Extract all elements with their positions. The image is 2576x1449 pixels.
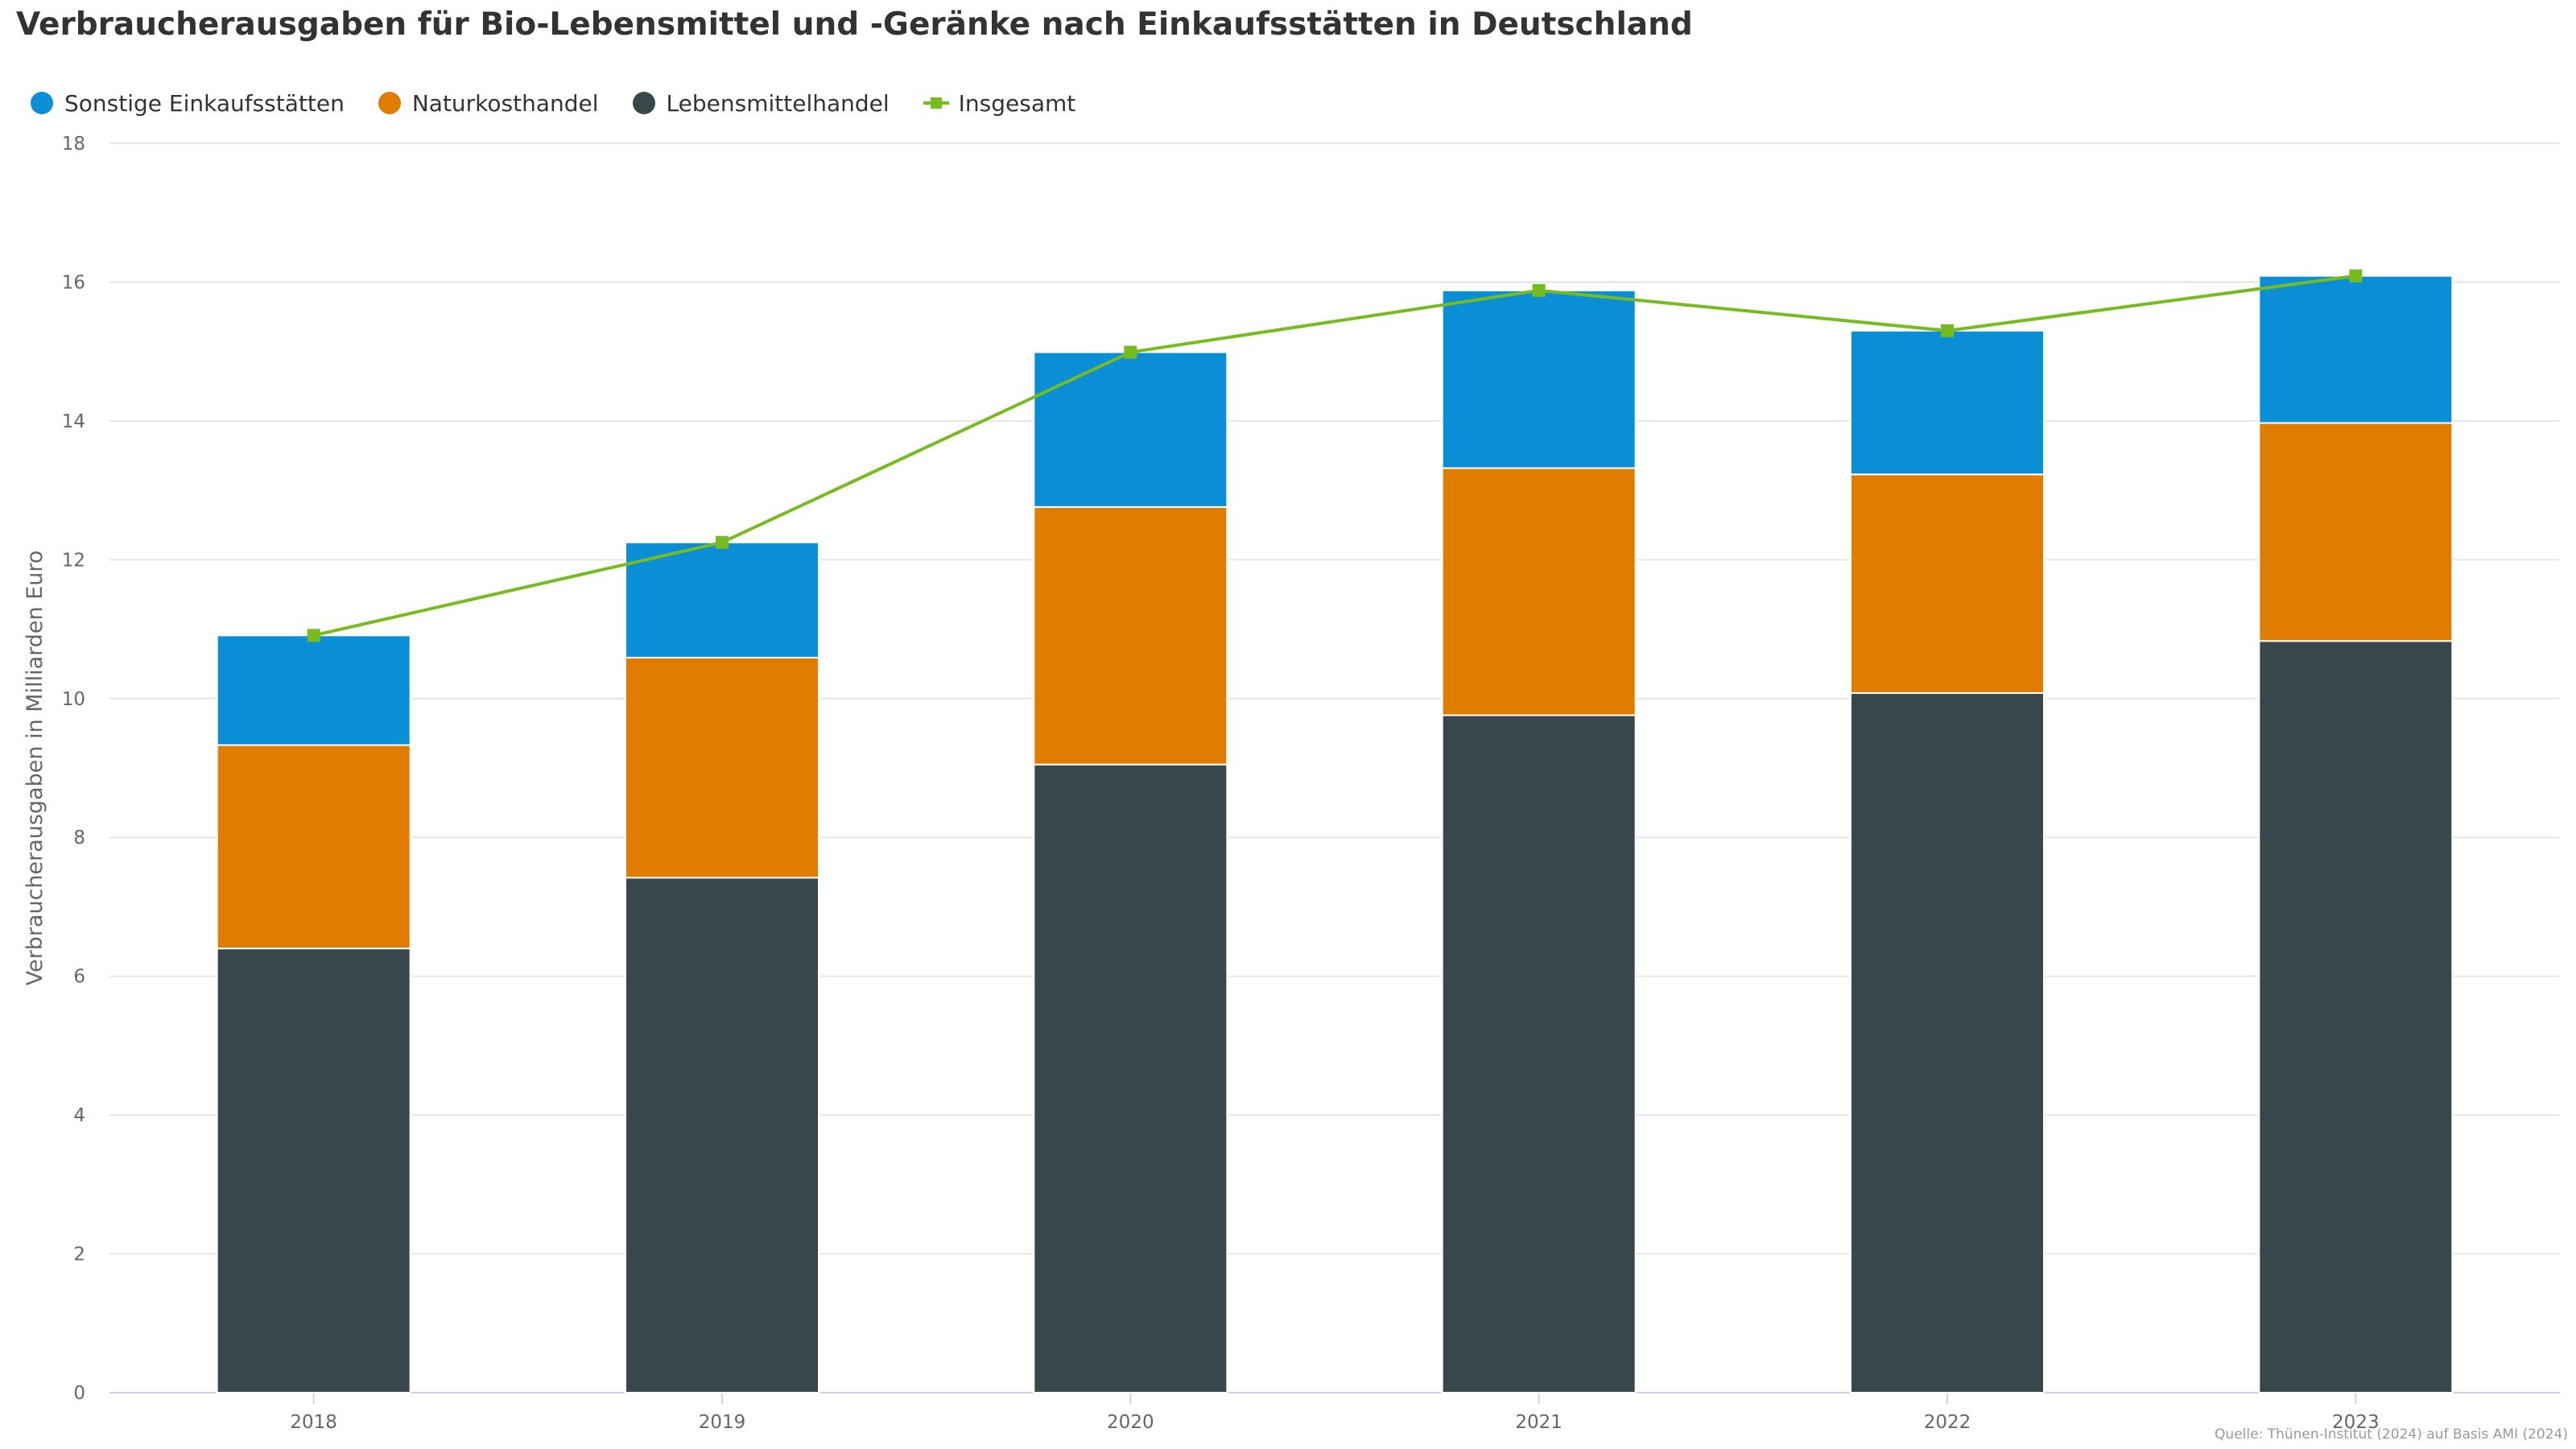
bar-segment (1850, 329, 2045, 476)
total-point (1532, 283, 1546, 297)
bar-segment (1033, 763, 1228, 1393)
x-tick-label: 2022 (1924, 1412, 1971, 1433)
total-point (1124, 345, 1137, 359)
bar-segment (216, 947, 411, 1393)
x-tick-label: 2018 (290, 1412, 337, 1433)
x-tick-label: 2020 (1107, 1412, 1154, 1433)
total-point (2349, 269, 2363, 283)
y-tick-label: 12 (62, 550, 85, 571)
y-tick-label: 4 (73, 1105, 85, 1126)
y-tick-label: 0 (73, 1383, 85, 1404)
bar-segment (625, 656, 819, 879)
bar-segment (625, 877, 819, 1393)
bar-segment (2258, 422, 2454, 642)
bar-segment (216, 634, 411, 746)
y-tick-label: 2 (73, 1245, 85, 1265)
x-tick-label: 2019 (699, 1412, 746, 1433)
bar-segment (1850, 691, 2045, 1393)
bar-segment (1033, 506, 1228, 766)
legend-item-naturkost[interactable]: Naturkosthandel (378, 90, 599, 117)
y-axis-title: Verbraucherausgaben in Milliarden Euro (23, 551, 47, 986)
y-tick-label: 6 (73, 967, 85, 988)
legend-label: Sonstige Einkaufsstätten (64, 89, 345, 117)
circle-icon (632, 92, 655, 114)
circle-icon (31, 92, 53, 114)
bar-segment (1033, 351, 1228, 508)
bar-segment (2258, 640, 2454, 1393)
chart-title: Verbraucherausgaben für Bio-Lebensmittel… (16, 6, 1693, 43)
x-tick-label: 2021 (1515, 1412, 1563, 1433)
legend-item-insgesamt[interactable]: Insgesamt (923, 89, 1076, 117)
bar-segment (1441, 467, 1637, 716)
total-point (716, 535, 729, 549)
total-point (1941, 324, 1954, 337)
legend-item-sonstige[interactable]: Sonstige Einkaufsstätten (31, 90, 345, 117)
y-tick-label: 18 (62, 134, 85, 155)
legend-label: Insgesamt (958, 89, 1076, 117)
y-tick-label: 8 (73, 828, 85, 848)
circle-icon (378, 92, 401, 114)
y-tick-label: 10 (62, 689, 85, 710)
bar-segment (1441, 289, 1637, 469)
total-line (313, 274, 2356, 638)
total-point (307, 629, 320, 642)
chart-legend: Sonstige Einkaufsstätten Naturkosthandel… (31, 87, 1109, 119)
source-credit: Quelle: Thünen-Institut (2024) auf Basis… (2215, 1426, 2568, 1443)
bar-segment (216, 744, 411, 950)
legend-label: Lebensmittelhandel (666, 89, 890, 117)
y-tick-label: 14 (62, 411, 85, 432)
x-tick-label: 2023 (2332, 1412, 2380, 1433)
bar-segment (625, 541, 819, 658)
y-tick-label: 16 (62, 272, 85, 293)
legend-item-lebensmittel[interactable]: Lebensmittelhandel (632, 89, 890, 117)
bar-segment (2258, 275, 2454, 424)
bar-segment (1850, 473, 2045, 694)
bar-segment (1441, 714, 1637, 1393)
legend-label: Naturkosthandel (411, 89, 599, 117)
line-square-icon (923, 92, 949, 114)
